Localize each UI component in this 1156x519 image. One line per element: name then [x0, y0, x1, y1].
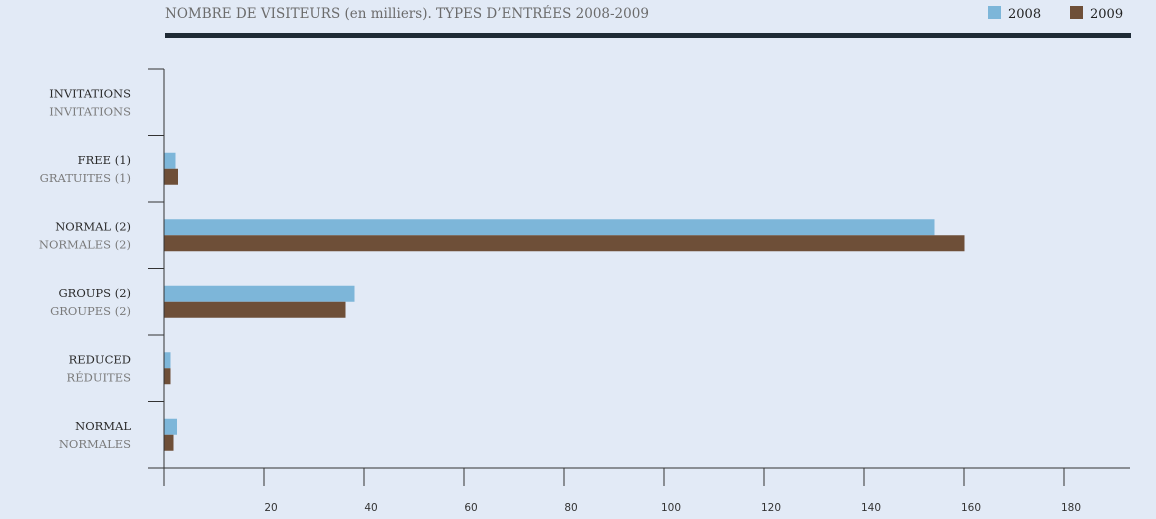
- legend-swatch-2008: [988, 6, 1001, 19]
- x-tick-label: 80: [564, 502, 577, 514]
- category-label-en: INVITATIONS: [49, 86, 131, 100]
- category-label-fr: NORMALES (2): [39, 237, 131, 251]
- bar-2008: [164, 285, 355, 302]
- x-tick-label: 180: [1061, 502, 1081, 514]
- x-tick-label: 20: [264, 502, 277, 514]
- category-label-fr: GRATUITES (1): [40, 171, 131, 185]
- bar-2009: [164, 235, 965, 252]
- bar-2008: [164, 418, 177, 435]
- category-label-en: NORMAL (2): [55, 219, 131, 233]
- x-tick-label: 140: [861, 502, 881, 514]
- chart-title: NOMBRE DE VISITEURS (en milliers). TYPES…: [165, 6, 649, 22]
- legend-label-2008: 2008: [1008, 7, 1041, 22]
- category-label-en: REDUCED: [69, 352, 131, 366]
- title-rule: [165, 33, 1131, 38]
- legend-label-2009: 2009: [1090, 7, 1123, 22]
- x-tick-label: 160: [961, 502, 981, 514]
- bar-2008: [164, 219, 935, 236]
- x-tick-label: 40: [364, 502, 377, 514]
- category-label-en: GROUPS (2): [58, 286, 131, 300]
- x-tick-label: 60: [464, 502, 477, 514]
- category-label-fr: RÉDUITES: [67, 370, 132, 384]
- bar-2008: [164, 352, 171, 369]
- legend: 2008 2009: [988, 6, 1123, 22]
- category-label-en: FREE (1): [78, 153, 131, 167]
- bar-2009: [164, 168, 178, 185]
- bar-2009: [164, 301, 346, 318]
- legend-swatch-2009: [1070, 6, 1083, 19]
- category-label-fr: INVITATIONS: [49, 104, 131, 118]
- category-label-fr: GROUPES (2): [50, 304, 131, 318]
- plot-area: 20 40 60 80 100 120 140 160 180 INVITATIONS INVITA…: [39, 68, 1130, 514]
- category-label-fr: NORMALES: [59, 437, 131, 451]
- x-tick-label: 120: [761, 502, 781, 514]
- bar-2009: [164, 434, 174, 451]
- x-tick-label: 100: [661, 502, 681, 514]
- category-label-en: NORMAL: [75, 419, 131, 433]
- bar-2009: [164, 368, 171, 385]
- bar-2008: [164, 152, 176, 169]
